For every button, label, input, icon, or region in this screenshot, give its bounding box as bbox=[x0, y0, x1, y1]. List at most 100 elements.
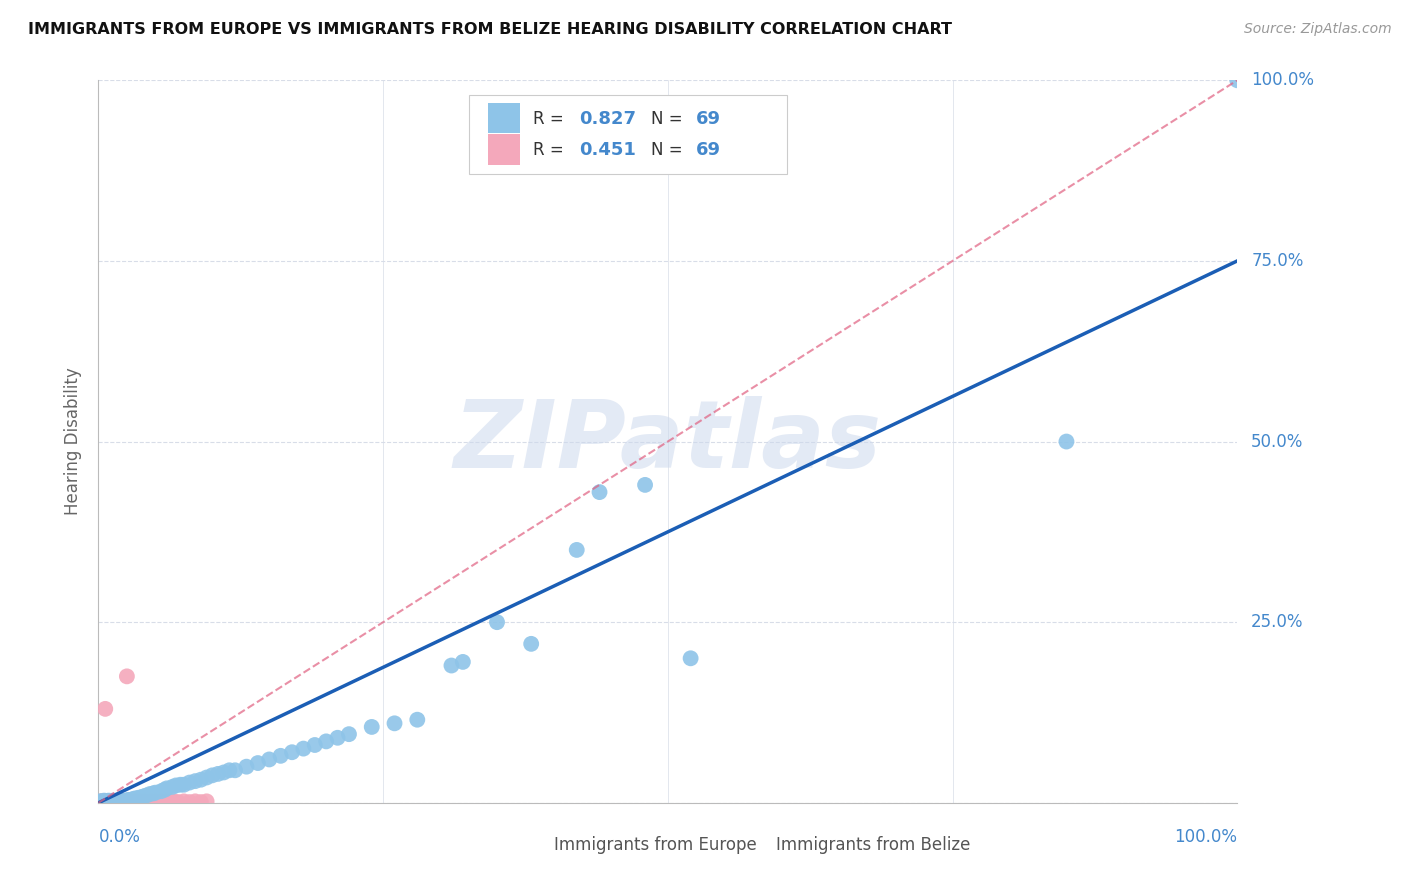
Point bbox=[184, 794, 207, 808]
Point bbox=[100, 795, 122, 809]
Text: IMMIGRANTS FROM EUROPE VS IMMIGRANTS FROM BELIZE HEARING DISABILITY CORRELATION : IMMIGRANTS FROM EUROPE VS IMMIGRANTS FRO… bbox=[28, 22, 952, 37]
Point bbox=[184, 774, 207, 789]
Text: ZIPatlas: ZIPatlas bbox=[454, 395, 882, 488]
Point bbox=[304, 738, 326, 752]
Point bbox=[440, 658, 463, 673]
Point bbox=[315, 734, 337, 748]
Point bbox=[131, 795, 153, 809]
Point bbox=[94, 702, 117, 716]
Point bbox=[1226, 73, 1249, 87]
Point bbox=[224, 764, 246, 778]
Point bbox=[105, 795, 128, 809]
Point bbox=[235, 760, 257, 774]
Text: 50.0%: 50.0% bbox=[1251, 433, 1303, 450]
Point bbox=[108, 795, 131, 809]
Point bbox=[89, 794, 111, 808]
Point bbox=[100, 794, 122, 808]
Point bbox=[90, 795, 112, 809]
Point bbox=[114, 794, 136, 808]
Point bbox=[93, 794, 115, 808]
Point bbox=[246, 756, 269, 770]
Point bbox=[195, 771, 218, 785]
Point bbox=[112, 794, 135, 808]
Point bbox=[131, 790, 153, 805]
Point bbox=[96, 794, 118, 808]
Point bbox=[150, 794, 173, 808]
Point bbox=[165, 795, 187, 809]
Point bbox=[212, 765, 235, 780]
Point bbox=[121, 795, 143, 809]
Text: 100.0%: 100.0% bbox=[1251, 71, 1315, 89]
Text: 0.451: 0.451 bbox=[579, 141, 636, 160]
Point bbox=[108, 794, 131, 808]
Point bbox=[114, 794, 136, 808]
Point bbox=[105, 795, 128, 809]
Point bbox=[139, 794, 162, 808]
Point bbox=[520, 637, 543, 651]
Point bbox=[94, 795, 117, 809]
Point bbox=[337, 727, 360, 741]
Point bbox=[142, 786, 165, 800]
Point bbox=[270, 748, 292, 763]
Point bbox=[96, 794, 118, 808]
Point bbox=[326, 731, 349, 745]
Point bbox=[165, 779, 187, 793]
Point bbox=[120, 795, 142, 809]
Point bbox=[451, 655, 474, 669]
Point bbox=[101, 794, 124, 808]
Text: N =: N = bbox=[651, 141, 688, 160]
Point bbox=[111, 795, 134, 809]
Point bbox=[292, 741, 315, 756]
Point bbox=[103, 795, 125, 809]
Point bbox=[153, 782, 176, 797]
Point bbox=[150, 784, 173, 798]
Point bbox=[98, 795, 121, 809]
Point bbox=[96, 795, 118, 809]
Point bbox=[218, 764, 240, 778]
Text: Source: ZipAtlas.com: Source: ZipAtlas.com bbox=[1244, 22, 1392, 37]
Point bbox=[201, 768, 224, 782]
Point bbox=[89, 795, 111, 809]
Point bbox=[91, 795, 114, 809]
Point bbox=[162, 794, 184, 808]
Point bbox=[90, 795, 112, 809]
Point bbox=[153, 795, 176, 809]
Text: 0.827: 0.827 bbox=[579, 110, 636, 128]
FancyBboxPatch shape bbox=[468, 95, 787, 174]
Point bbox=[104, 794, 127, 808]
FancyBboxPatch shape bbox=[488, 135, 520, 165]
Point bbox=[138, 795, 160, 809]
Point bbox=[110, 794, 132, 808]
Point bbox=[1054, 434, 1078, 449]
Point bbox=[90, 795, 112, 809]
Point bbox=[114, 795, 136, 809]
Point bbox=[157, 795, 180, 809]
Text: R =: R = bbox=[533, 110, 569, 128]
Point bbox=[110, 794, 132, 808]
Point bbox=[101, 795, 124, 809]
Point bbox=[117, 793, 139, 807]
Point bbox=[97, 794, 120, 808]
FancyBboxPatch shape bbox=[509, 828, 543, 862]
Point bbox=[173, 794, 195, 808]
Point bbox=[90, 794, 112, 808]
Point bbox=[195, 794, 218, 808]
Point bbox=[127, 790, 149, 805]
Point bbox=[132, 789, 155, 804]
Point bbox=[406, 713, 429, 727]
Point bbox=[486, 615, 509, 630]
Point bbox=[93, 794, 115, 808]
Point bbox=[98, 795, 121, 809]
Point bbox=[90, 794, 112, 808]
Point bbox=[103, 795, 125, 809]
Point bbox=[146, 795, 169, 809]
Point bbox=[108, 795, 131, 809]
Point bbox=[121, 792, 143, 806]
Point bbox=[135, 795, 157, 809]
Point bbox=[97, 795, 120, 809]
Point bbox=[98, 794, 121, 808]
Text: Immigrants from Europe: Immigrants from Europe bbox=[554, 836, 756, 854]
Point bbox=[118, 795, 141, 809]
Text: Immigrants from Belize: Immigrants from Belize bbox=[776, 836, 970, 854]
Point bbox=[145, 794, 167, 808]
